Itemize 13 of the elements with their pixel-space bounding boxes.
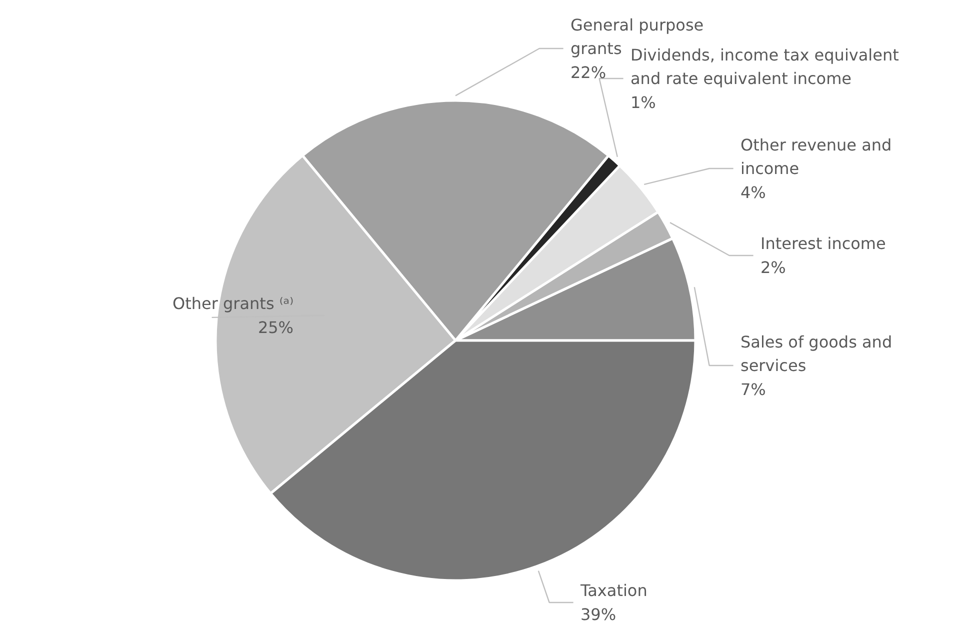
data-label: 25%	[258, 318, 294, 337]
slice-label: Dividends, income tax equivalent and rate equivalent income	[630, 45, 899, 88]
slice-label: Sales of goods and services	[740, 332, 892, 375]
data-label: 1%	[630, 92, 656, 112]
slice-label: Taxation	[580, 581, 648, 600]
data-label: 7%	[740, 380, 766, 399]
data-label: 2%	[760, 258, 786, 277]
data-label: 4%	[740, 182, 766, 202]
slice-label: Other grants ⁽ᵃ⁾	[172, 294, 294, 314]
data-label: 39%	[580, 604, 616, 624]
slice-label: Other revenue and income	[740, 135, 892, 178]
data-label: 22%	[570, 62, 606, 82]
slice-label: Interest income	[760, 234, 886, 254]
